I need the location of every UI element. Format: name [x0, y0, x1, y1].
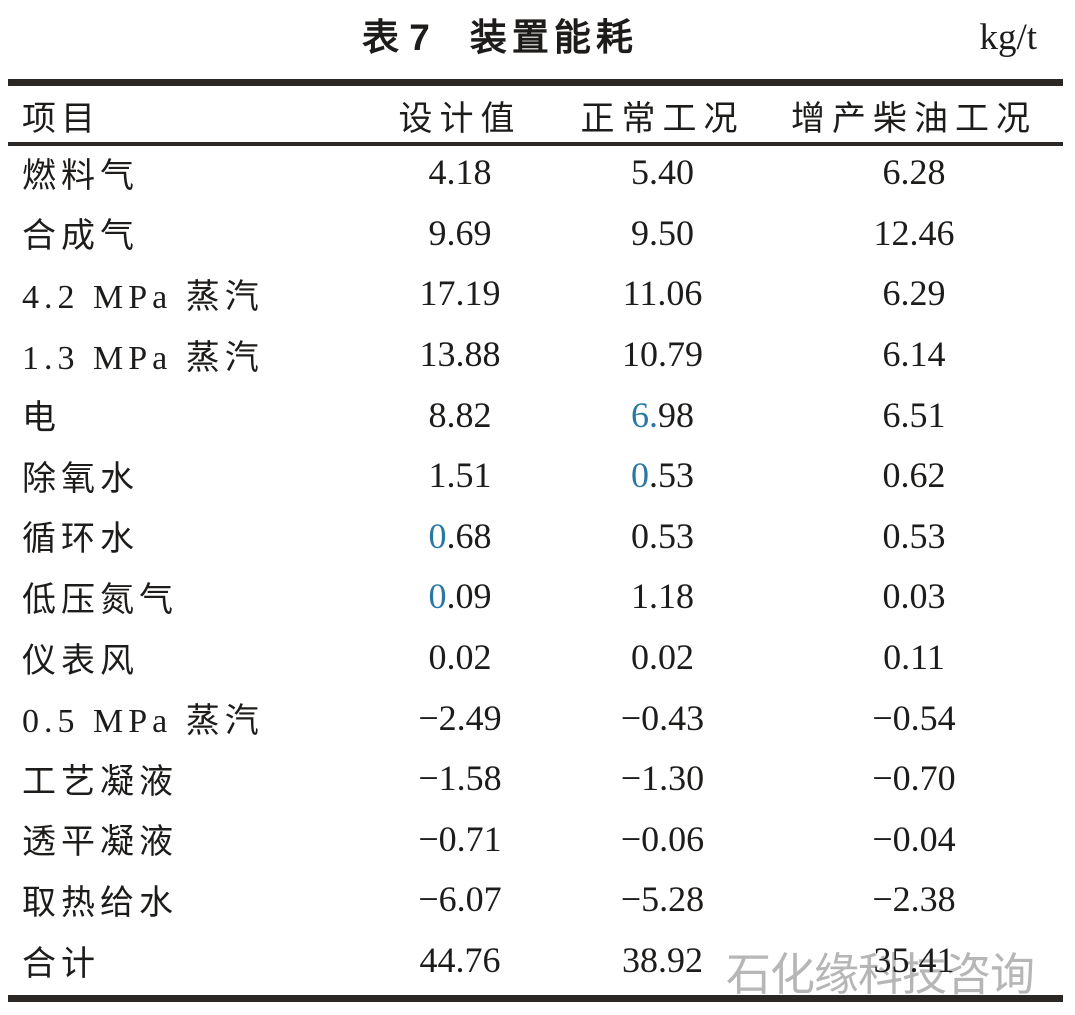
value-cell: −0.43 — [620, 697, 705, 738]
highlighted-digits: 0 — [428, 576, 447, 617]
top-rule — [8, 79, 1063, 86]
value-cell: 13.88 — [419, 334, 501, 375]
watermark: 石化缘科技咨询 — [726, 949, 1035, 1000]
value-cell: 0.02 — [631, 637, 694, 678]
column-header: 设计值 — [398, 100, 522, 138]
value-cell: −2.38 — [872, 879, 956, 920]
value-cell: 0.62 — [882, 455, 946, 496]
value-cell: 0.11 — [883, 637, 945, 678]
value-cell: 6.51 — [882, 394, 946, 435]
row-label: 1.3 MPa 蒸汽 — [22, 339, 264, 377]
value-cell: 8.82 — [428, 394, 492, 435]
value-cell: −0.06 — [620, 818, 705, 859]
table-row: 除氧水 1.51 0.53 0.62 — [8, 445, 1063, 506]
table-caption: 表 7 装置能耗 — [362, 16, 638, 60]
value-cell: 9.50 — [631, 212, 694, 253]
value-cell: 4.18 — [428, 152, 492, 193]
highlighted-digits: 0 — [428, 515, 447, 556]
value-digits: .68 — [446, 515, 492, 556]
column-header: 项目 — [22, 100, 100, 138]
value-cell: −0.04 — [872, 818, 956, 859]
value-cell: 35.41 — [873, 940, 955, 981]
value-cell: −1.30 — [620, 758, 705, 799]
unit-label: kg/t — [979, 17, 1037, 58]
value-cell: 6.98 — [560, 394, 765, 436]
highlighted-digits: 6. — [631, 394, 658, 435]
column-header: 正常工况 — [580, 100, 745, 138]
bottom-rule — [8, 995, 1063, 1002]
value-cell: 44.76 — [419, 940, 501, 981]
table-row: 工艺凝液 −1.58 −1.30 −0.70 — [8, 748, 1063, 809]
table-title: 装置能耗 — [469, 17, 638, 58]
highlighted-digits: 0 — [631, 455, 649, 496]
table-row: 合成气 9.69 9.50 12.46 — [8, 203, 1063, 264]
row-label: 取热给水 — [22, 884, 178, 922]
value-cell: 38.92 — [622, 940, 703, 981]
value-cell: 0.53 — [631, 515, 694, 556]
table-row: 4.2 MPa 蒸汽 17.19 11.06 6.29 — [8, 263, 1063, 324]
row-label: 0.5 MPa 蒸汽 — [22, 703, 264, 741]
table-row: 电 8.82 6.98 6.51 — [8, 384, 1063, 445]
value-cell: 0.03 — [882, 576, 946, 617]
value-digits: .53 — [649, 455, 694, 496]
value-digits: .09 — [446, 576, 492, 617]
energy-consumption-table: 项目 设计值 正常工况 增产柴油工况 燃料气 4.18 5.40 6.28 合成气 9.69 9.… — [8, 88, 1063, 990]
value-cell: 12.46 — [873, 212, 955, 253]
header-rule — [8, 142, 1063, 146]
row-label: 循环水 — [22, 521, 139, 559]
row-label: 合计 — [22, 945, 100, 983]
value-cell: 0.53 — [560, 454, 765, 496]
value-cell: 6.14 — [882, 334, 946, 375]
table-index: 表 7 — [362, 17, 430, 58]
value-cell: −1.58 — [418, 758, 502, 799]
value-cell: −0.54 — [872, 697, 956, 738]
row-label: 低压氮气 — [22, 581, 178, 619]
row-label: 仪表风 — [22, 642, 139, 680]
value-cell: −6.07 — [418, 879, 502, 920]
value-cell: 6.29 — [882, 273, 946, 314]
value-cell: 10.79 — [622, 334, 703, 375]
value-cell: 0.02 — [428, 637, 492, 678]
value-digits: 98 — [658, 394, 694, 435]
table-row: 0.5 MPa 蒸汽 −2.49 −0.43 −0.54 — [8, 687, 1063, 748]
value-cell: 0.09 — [360, 575, 560, 617]
row-label: 透平凝液 — [22, 824, 178, 862]
table-body: 燃料气 4.18 5.40 6.28 合成气 9.69 9.50 12.46 4.2 MPa 蒸… — [8, 142, 1063, 990]
row-label: 合成气 — [22, 218, 139, 256]
value-cell: 17.19 — [419, 273, 501, 314]
value-cell: 6.28 — [882, 152, 946, 193]
row-label: 工艺凝液 — [22, 763, 178, 801]
table-row: 循环水 0.68 0.53 0.53 — [8, 506, 1063, 567]
column-header: 增产柴油工况 — [791, 100, 1037, 138]
row-label: 电 — [22, 400, 61, 438]
table-row: 仪表风 0.02 0.02 0.11 — [8, 627, 1063, 688]
table-row: 1.3 MPa 蒸汽 13.88 10.79 6.14 — [8, 324, 1063, 385]
table-row: 取热给水 −6.07 −5.28 −2.38 — [8, 869, 1063, 930]
value-cell: 1.18 — [631, 576, 694, 617]
value-cell: 0.53 — [882, 515, 946, 556]
table-header-row: 项目 设计值 正常工况 增产柴油工况 — [8, 88, 1063, 142]
value-cell: −0.70 — [872, 758, 956, 799]
value-cell: 5.40 — [631, 152, 694, 193]
value-cell: 0.68 — [360, 515, 560, 557]
row-label: 除氧水 — [22, 460, 139, 498]
value-cell: −0.71 — [418, 818, 502, 859]
value-cell: 11.06 — [622, 273, 703, 314]
table-row: 低压氮气 0.09 1.18 0.03 — [8, 566, 1063, 627]
row-label: 4.2 MPa 蒸汽 — [22, 278, 264, 316]
value-cell: −2.49 — [418, 697, 502, 738]
table-row: 燃料气 4.18 5.40 6.28 — [8, 142, 1063, 203]
row-label: 燃料气 — [22, 157, 139, 195]
table-row: 合计 44.76 38.92 35.41 — [8, 930, 1063, 991]
table-row: 透平凝液 −0.71 −0.06 −0.04 — [8, 809, 1063, 870]
value-cell: −5.28 — [620, 879, 705, 920]
value-cell: 9.69 — [428, 212, 492, 253]
value-cell: 1.51 — [428, 455, 492, 496]
